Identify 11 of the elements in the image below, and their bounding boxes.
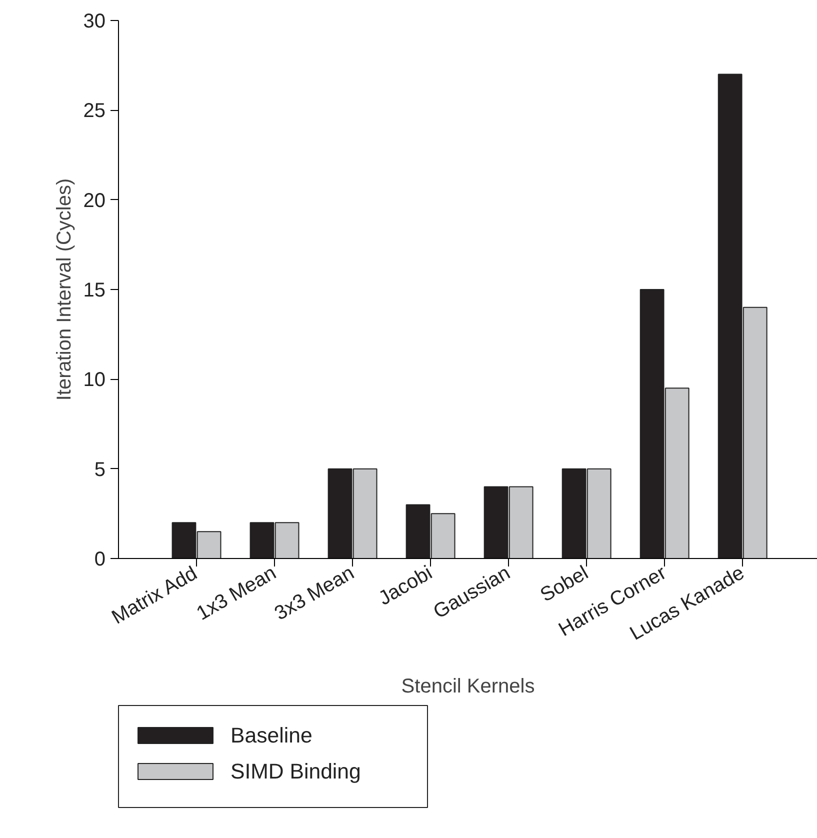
- y-tick-label: 0: [94, 548, 106, 570]
- x-axis-title: Stencil Kernels: [401, 675, 535, 698]
- y-tick-label: 30: [83, 10, 106, 32]
- legend-label: Baseline: [230, 724, 312, 748]
- y-tick-label: 15: [83, 280, 106, 302]
- y-tick-label: 5: [94, 458, 106, 481]
- y-axis-title: Iteration Interval (Cycles): [53, 178, 76, 401]
- y-tick-label: 10: [83, 369, 106, 392]
- y-tick-label: 25: [83, 100, 106, 122]
- y-tick-label: 20: [83, 190, 106, 212]
- legend-label: SIMD Binding: [230, 760, 361, 784]
